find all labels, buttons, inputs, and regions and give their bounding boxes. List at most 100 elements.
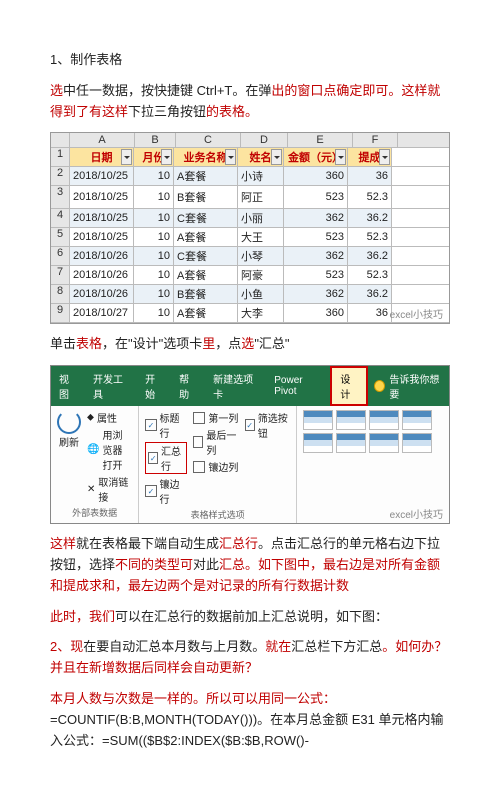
row-header[interactable]: 8 xyxy=(51,285,70,303)
opt-unlink[interactable]: ✕取消链接 xyxy=(87,474,132,504)
row-header[interactable]: 1 xyxy=(51,148,70,166)
opt-total-row[interactable]: ✓汇总行 xyxy=(145,442,187,474)
table-cell[interactable]: 2018/10/26 xyxy=(70,247,134,265)
table-cell[interactable]: C套餐 xyxy=(174,247,238,265)
tell-me[interactable]: 告诉我你想要 xyxy=(368,371,449,401)
opt-props[interactable]: ⬥属性 xyxy=(87,410,132,425)
table-cell[interactable]: 523 xyxy=(284,228,348,246)
table-cell[interactable]: 52.3 xyxy=(348,266,392,284)
table-cell[interactable]: 523 xyxy=(284,186,348,208)
tab-dev[interactable]: 开发工具 xyxy=(85,368,137,404)
table-cell[interactable]: 36.2 xyxy=(348,285,392,303)
filter-dropdown-icon[interactable] xyxy=(225,149,236,165)
table-cell[interactable]: 2018/10/25 xyxy=(70,209,134,227)
row-header[interactable]: 5 xyxy=(51,228,70,246)
table-header-cell[interactable]: 金额（元） xyxy=(284,148,348,166)
opt-filter-btn[interactable]: ✓筛选按钮 xyxy=(245,410,290,440)
refresh-icon[interactable] xyxy=(57,410,81,434)
table-cell[interactable]: 阿正 xyxy=(238,186,284,208)
table-header-cell[interactable]: 姓名 xyxy=(238,148,284,166)
table-cell[interactable]: 2018/10/25 xyxy=(70,167,134,185)
col-header-F[interactable]: F xyxy=(353,133,398,147)
tab-new[interactable]: 新建选项卡 xyxy=(205,368,266,404)
tab-help[interactable]: 帮助 xyxy=(171,368,205,404)
table-cell[interactable]: 52.3 xyxy=(348,228,392,246)
table-cell[interactable]: A套餐 xyxy=(174,228,238,246)
opt-header-row[interactable]: ✓标题行 xyxy=(145,410,187,440)
row-header[interactable]: 4 xyxy=(51,209,70,227)
table-cell[interactable]: 362 xyxy=(284,285,348,303)
table-cell[interactable]: B套餐 xyxy=(174,186,238,208)
table-cell[interactable]: 52.3 xyxy=(348,186,392,208)
table-cell[interactable]: 2018/10/26 xyxy=(70,266,134,284)
col-header-A[interactable]: A xyxy=(70,133,135,147)
row-header[interactable]: 9 xyxy=(51,304,70,322)
paragraph-2: 单击表格，在"设计"选项卡里，点选"汇总" xyxy=(50,334,450,355)
table-styles-gallery[interactable] xyxy=(303,410,443,453)
table-cell[interactable]: 小丽 xyxy=(238,209,284,227)
table-cell[interactable]: 523 xyxy=(284,266,348,284)
col-header-B[interactable]: B xyxy=(135,133,176,147)
row-header[interactable]: 3 xyxy=(51,186,70,208)
table-cell[interactable]: 2018/10/25 xyxy=(70,228,134,246)
col-header-E[interactable]: E xyxy=(288,133,353,147)
table-cell[interactable]: 10 xyxy=(134,167,174,185)
tab-powerpivot[interactable]: Power Pivot xyxy=(266,372,330,400)
table-cell[interactable]: 10 xyxy=(134,209,174,227)
table-cell[interactable]: 小鱼 xyxy=(238,285,284,303)
table-cell[interactable]: 36 xyxy=(348,167,392,185)
tab-home[interactable]: 开始 xyxy=(137,368,171,404)
table-cell[interactable]: 362 xyxy=(284,209,348,227)
table-cell[interactable]: 360 xyxy=(284,167,348,185)
table-cell[interactable]: 10 xyxy=(134,228,174,246)
table-cell[interactable]: 大王 xyxy=(238,228,284,246)
table-cell[interactable]: 小琴 xyxy=(238,247,284,265)
filter-dropdown-icon[interactable] xyxy=(335,149,346,165)
table-cell[interactable]: 10 xyxy=(134,266,174,284)
filter-dropdown-icon[interactable] xyxy=(379,149,390,165)
tab-design[interactable]: 设计 xyxy=(330,366,368,406)
tab-view[interactable]: 视图 xyxy=(51,368,85,404)
opt-banded-col[interactable]: 镶边列 xyxy=(193,459,238,474)
paragraph-4: 此时，我们可以在汇总行的数据前加上汇总说明，如下图： xyxy=(50,607,450,628)
opt-browser[interactable]: 🌐用浏览器打开 xyxy=(87,427,132,472)
table-cell[interactable]: A套餐 xyxy=(174,167,238,185)
table-header-cell[interactable]: 提成 xyxy=(348,148,392,166)
table-cell[interactable]: 2018/10/25 xyxy=(70,186,134,208)
filter-dropdown-icon[interactable] xyxy=(271,149,282,165)
opt-last-col[interactable]: 最后一列 xyxy=(193,427,238,457)
table-cell[interactable]: 10 xyxy=(134,304,174,322)
table-cell[interactable]: 2018/10/26 xyxy=(70,285,134,303)
table-cell[interactable]: 10 xyxy=(134,186,174,208)
table-cell[interactable]: 大李 xyxy=(238,304,284,322)
col-header-D[interactable]: D xyxy=(241,133,288,147)
row-header[interactable]: 7 xyxy=(51,266,70,284)
table-cell[interactable]: 36.2 xyxy=(348,209,392,227)
table-cell[interactable]: 2018/10/27 xyxy=(70,304,134,322)
opt-first-col[interactable]: 第一列 xyxy=(193,410,238,425)
filter-dropdown-icon[interactable] xyxy=(121,149,132,165)
table-cell[interactable]: 362 xyxy=(284,247,348,265)
ribbon-group-styles xyxy=(297,406,449,523)
table-header-cell[interactable]: 月份 xyxy=(134,148,174,166)
table-header-cell[interactable]: 业务名称 xyxy=(174,148,238,166)
table-cell[interactable]: 36.2 xyxy=(348,247,392,265)
table-cell[interactable]: 10 xyxy=(134,247,174,265)
table-cell[interactable]: 360 xyxy=(284,304,348,322)
table-cell[interactable]: B套餐 xyxy=(174,285,238,303)
table-cell[interactable]: 阿豪 xyxy=(238,266,284,284)
row-header[interactable]: 6 xyxy=(51,247,70,265)
paragraph-3: 这样就在表格最下端自动生成汇总行。点击汇总行的单元格右边下拉按钮，选择不同的类型… xyxy=(50,534,450,596)
table-cell[interactable]: 36 xyxy=(348,304,392,322)
table-cell[interactable]: A套餐 xyxy=(174,304,238,322)
table-cell[interactable]: 10 xyxy=(134,285,174,303)
table-cell[interactable]: 小诗 xyxy=(238,167,284,185)
table-header-cell[interactable]: 日期 xyxy=(70,148,134,166)
ribbon-tabs: 视图 开发工具 开始 帮助 新建选项卡 Power Pivot 设计 告诉我你想… xyxy=(51,366,449,406)
row-header[interactable]: 2 xyxy=(51,167,70,185)
filter-dropdown-icon[interactable] xyxy=(161,149,172,165)
col-header-C[interactable]: C xyxy=(176,133,241,147)
opt-banded-row[interactable]: ✓镶边行 xyxy=(145,476,187,506)
table-cell[interactable]: C套餐 xyxy=(174,209,238,227)
table-cell[interactable]: A套餐 xyxy=(174,266,238,284)
